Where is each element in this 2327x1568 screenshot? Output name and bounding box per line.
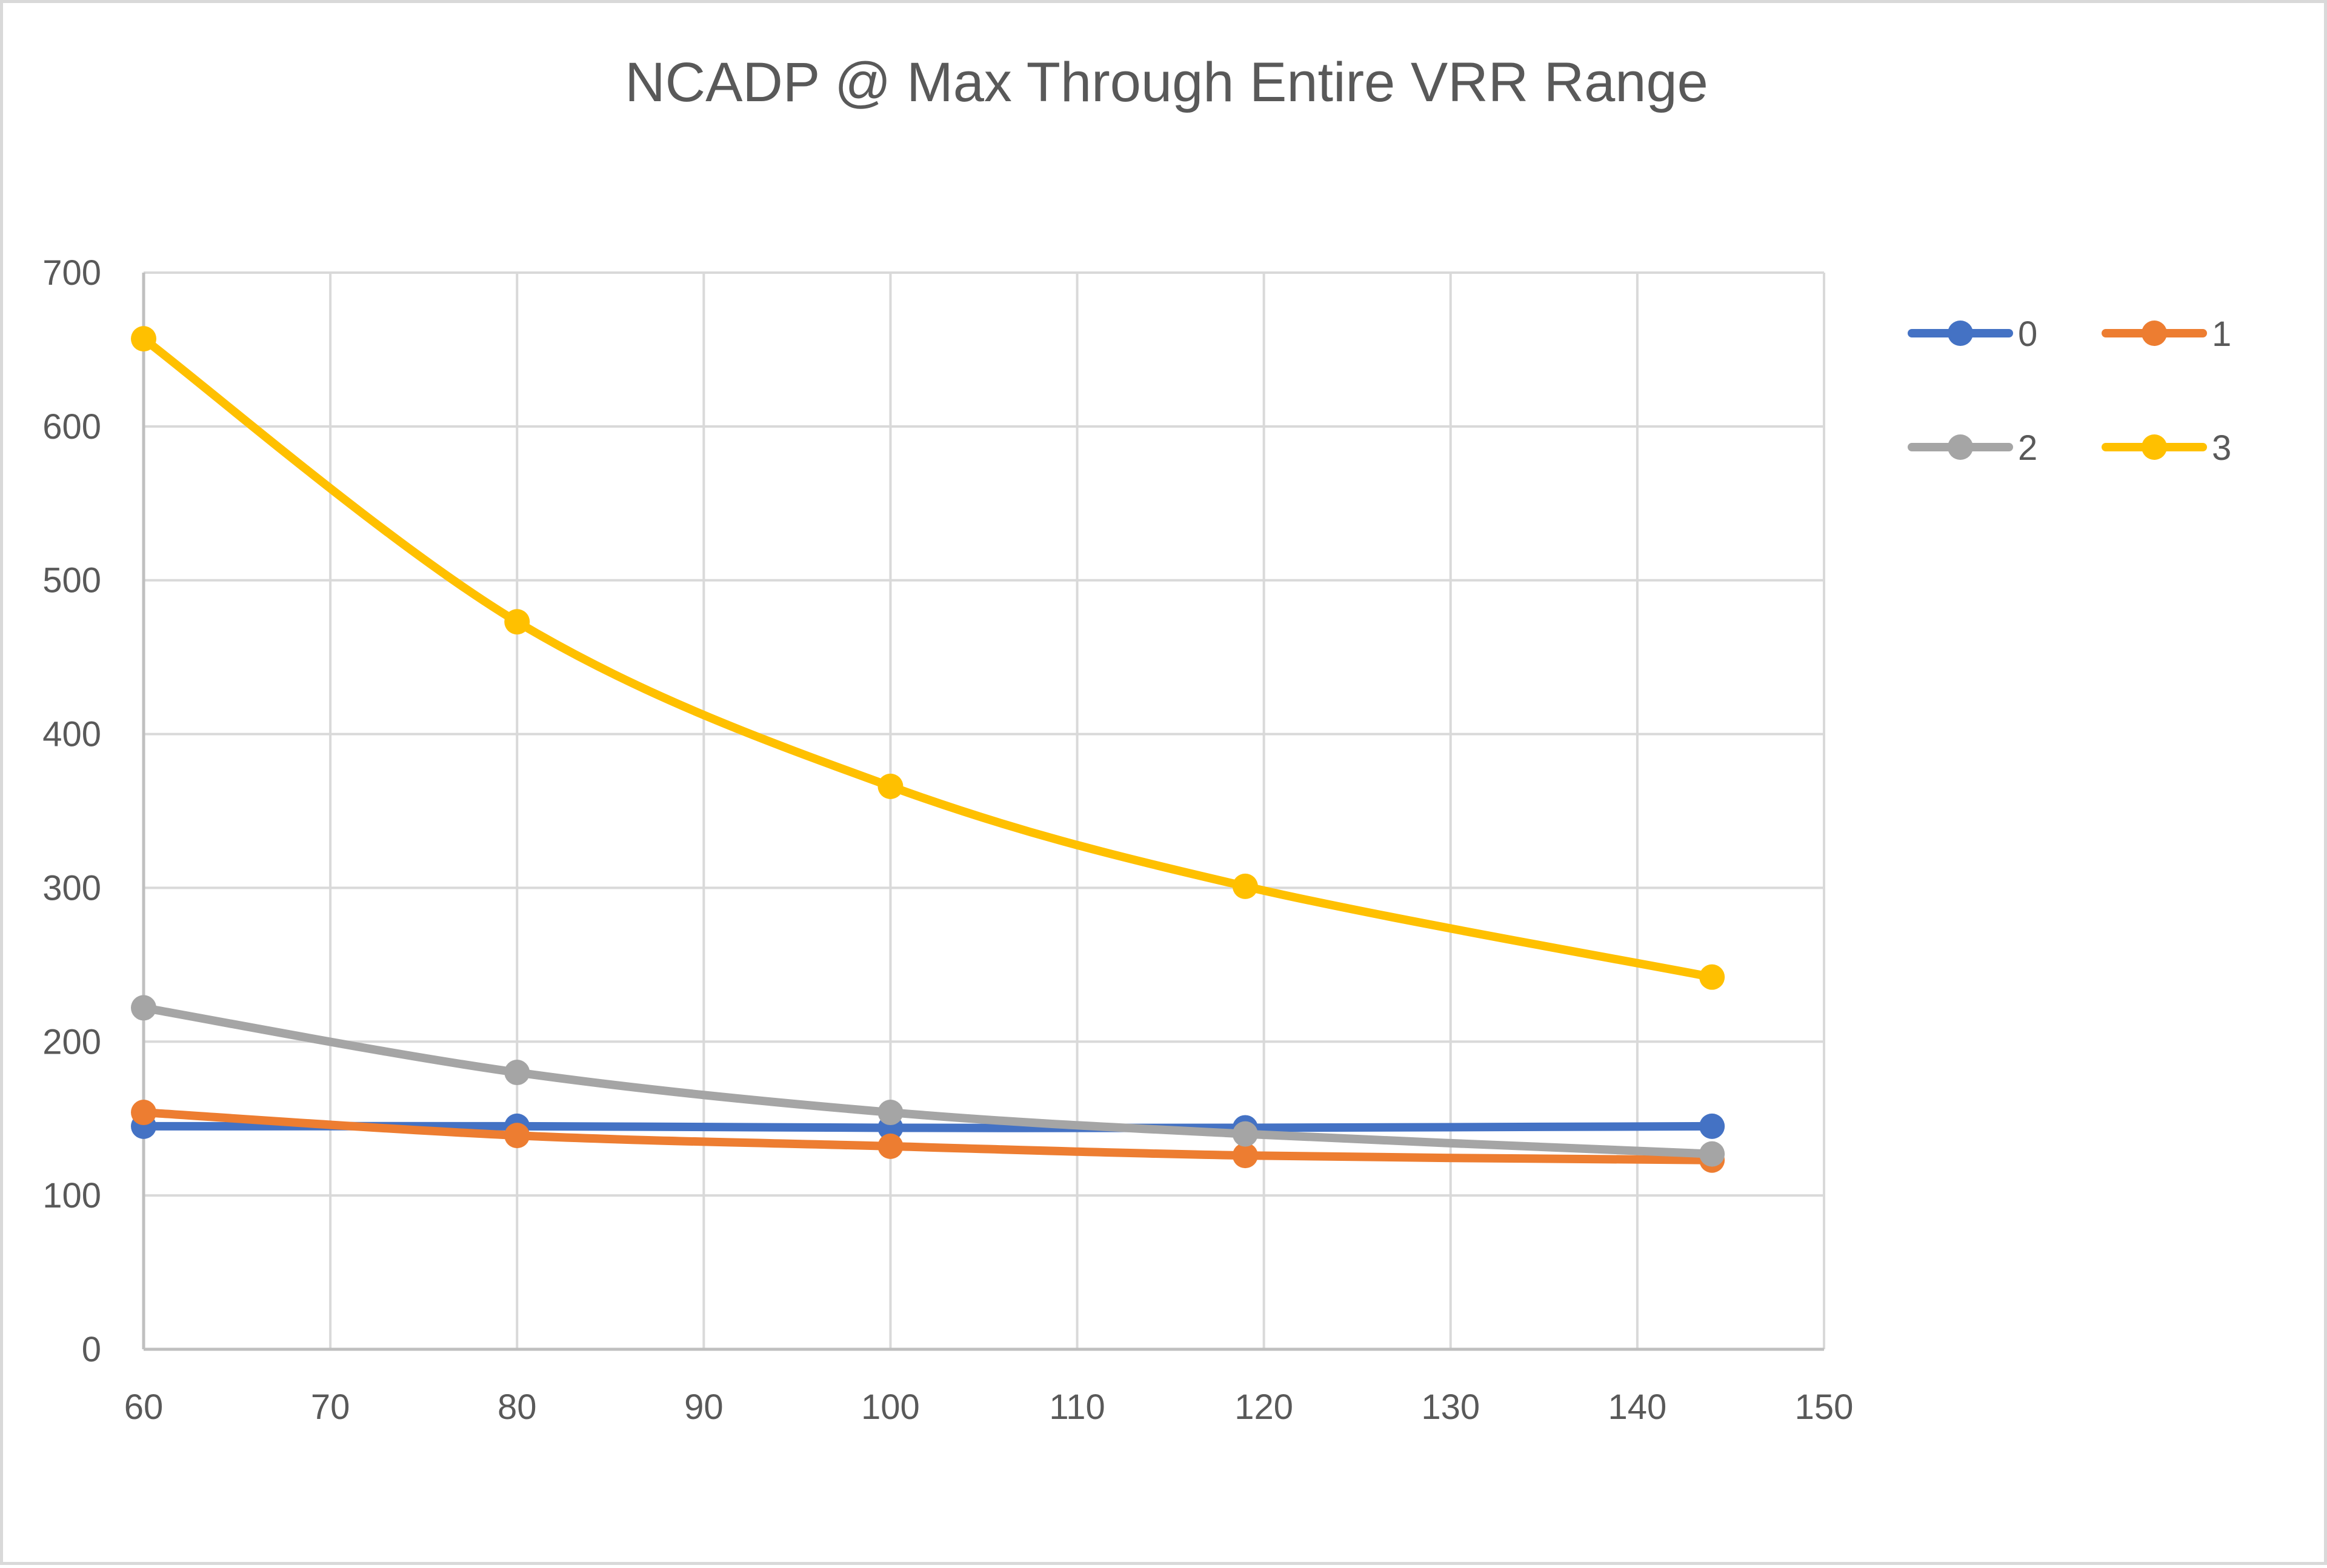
legend-item-2: 2 [1908,428,2037,468]
legend-label: 3 [2212,428,2231,468]
legend-marker-icon [1948,434,1973,460]
data-point-1 [504,1123,530,1149]
y-tick-label: 700 [42,253,101,293]
legend: 0 1 2 3 [1908,314,2231,468]
legend-marker-icon [1948,321,1973,346]
data-point-0 [1699,1113,1725,1139]
series-line-3 [139,334,1717,982]
x-tick-label: 130 [1421,1387,1480,1427]
x-tick-label: 60 [124,1387,164,1427]
data-point-3 [877,773,904,799]
y-axis-tick-labels: 0 100 200 300 400 500 600 700 [42,253,101,1369]
x-tick-label: 90 [684,1387,724,1427]
x-tick-label: 100 [861,1387,920,1427]
legend-item-0: 0 [1908,314,2037,354]
axes [142,273,1824,1351]
y-tick-label: 300 [42,868,101,908]
data-point-3 [504,609,530,635]
legend-item-3: 3 [2102,428,2231,468]
data-point-3 [1232,873,1258,899]
data-point-2 [877,1100,904,1126]
chart-title: NCADP @ Max Through Entire VRR Range [625,51,1708,113]
x-tick-label: 140 [1608,1387,1666,1427]
legend-marker-icon [2142,434,2167,460]
y-tick-label: 400 [42,715,101,754]
x-axis-tick-labels: 60 70 80 90 100 110 120 130 140 150 [124,1387,1854,1427]
x-tick-label: 110 [1049,1387,1105,1427]
data-point-3 [131,326,156,352]
x-tick-label: 80 [498,1387,537,1427]
data-point-2 [504,1060,530,1086]
legend-marker-icon [2142,321,2167,346]
gridlines [144,271,1825,1349]
data-point-2 [1232,1121,1258,1147]
legend-item-1: 1 [2102,314,2231,354]
data-point-2 [131,995,156,1021]
data-point-1 [1232,1143,1258,1169]
series-3 [131,326,1725,990]
y-tick-label: 100 [42,1176,101,1215]
y-tick-label: 200 [42,1022,101,1061]
line-chart: NCADP @ Max Through Entire VRR Range 010… [42,51,2231,1427]
x-tick-label: 150 [1795,1387,1854,1427]
y-tick-label: 500 [42,561,101,600]
y-tick-label: 0 [82,1330,101,1369]
series-lines [131,326,1725,1173]
data-point-1 [877,1133,904,1159]
data-point-2 [1699,1141,1725,1167]
series-1 [131,1100,1725,1173]
x-tick-label: 120 [1234,1387,1293,1427]
data-point-1 [131,1100,156,1126]
y-tick-label: 600 [42,407,101,447]
data-point-3 [1699,964,1725,990]
legend-label: 2 [2018,428,2037,468]
x-tick-label: 70 [311,1387,350,1427]
series-2 [131,995,1725,1167]
legend-label: 1 [2212,314,2231,354]
legend-label: 0 [2018,314,2037,354]
